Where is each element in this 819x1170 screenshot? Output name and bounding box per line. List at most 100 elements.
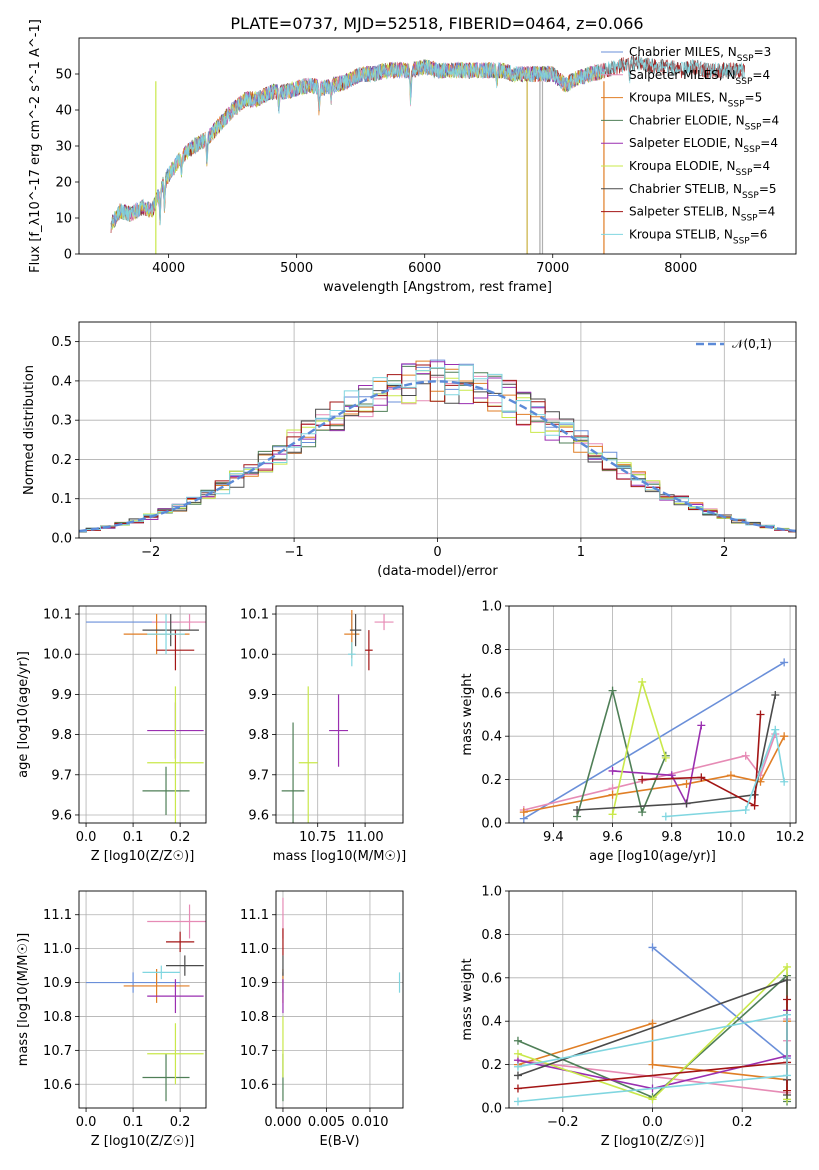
y-tick-label: 10.9 (240, 976, 269, 991)
legend-label: Kroupa ELODIE, NSSP=4 (629, 159, 770, 178)
panel-mass_vs_z: 0.0 0.1 0.2 10.6 10.7 10.8 10.9 11.0 11.1 Z [log1… (16, 890, 207, 1149)
y-tick-label: 0.6 (481, 971, 502, 986)
grid-lines (276, 606, 403, 823)
y-tick-label: 10 (55, 212, 72, 227)
errorbar-salpeter-stelib (365, 630, 373, 671)
weight-marker (771, 725, 780, 734)
weight-marker (780, 777, 789, 786)
y-axis-label: mass weight (460, 673, 475, 755)
y-tick-label: 10.1 (240, 608, 269, 623)
errorbar-salpeter-miles (151, 614, 206, 631)
y-tick-label: 0.6 (481, 686, 502, 701)
plot-area (519, 658, 789, 823)
x-tick-label: 0 (433, 545, 441, 560)
x-axis-label: wavelength [Angstrom, rest frame] (323, 280, 552, 295)
weight-marker (741, 751, 750, 760)
y-tick-label: 10.8 (240, 1010, 269, 1025)
y-tick-label: 10.8 (43, 1010, 72, 1025)
x-tick-label: 9.4 (543, 830, 564, 845)
x-tick-label: 5000 (280, 261, 313, 276)
y-tick-label: 9.9 (248, 688, 269, 703)
weight-marker (783, 995, 792, 1004)
weight-marker (513, 1084, 522, 1093)
y-tick-label: 9.9 (51, 688, 72, 703)
legend-label: Kroupa MILES, NSSP=5 (629, 91, 762, 110)
x-tick-label: 0.1 (123, 1115, 144, 1130)
legend-label: Chabrier MILES, NSSP=3 (629, 45, 771, 64)
weight-marker (513, 1097, 522, 1106)
x-axis-label: Z [log10(Z/Z☉)] (601, 1134, 705, 1149)
x-tick-label: 0.000 (264, 1115, 301, 1130)
axes-frame (78, 890, 207, 1109)
errorbar-chabrier-miles (86, 972, 181, 993)
y-tick-label: 10.0 (240, 648, 269, 663)
legend-label: 𝒩(0,1) (732, 337, 772, 351)
weight-marker (648, 1095, 657, 1104)
weight-series-kroupa-stelib (513, 1010, 792, 1106)
weight-marker (608, 766, 617, 775)
y-tick-label: 9.7 (51, 768, 72, 783)
x-tick-label: 0.0 (76, 1115, 97, 1130)
x-tick-label: 4000 (152, 261, 185, 276)
y-tick-label: 10.7 (240, 1044, 269, 1059)
weight-series-kroupa-miles (519, 732, 789, 817)
weight-marker (783, 1071, 792, 1080)
y-axis-label: mass weight (460, 958, 475, 1040)
panel-weight_vs_age: 9.4 9.6 9.8 10.0 10.2 0.0 0.2 0.4 0.6 0.8 1.0 age [… (460, 600, 805, 865)
weight-marker (608, 686, 617, 695)
weight-marker (608, 810, 617, 819)
y-tick-label: 11.1 (240, 908, 269, 923)
errorbar-chabrier-stelib (142, 614, 199, 647)
x-axis-label: (data-model)/error (377, 564, 498, 579)
axes-frame (275, 890, 404, 1109)
plot-area (281, 610, 394, 823)
y-tick-label: 0.2 (481, 1058, 502, 1073)
errorbar-kroupa-stelib (348, 642, 356, 667)
y-axis-label: Normed distribution (22, 365, 37, 495)
y-tick-label: 0.4 (481, 1015, 502, 1030)
weight-marker (648, 943, 657, 952)
weight-marker (513, 1071, 522, 1080)
y-tick-label: 10.1 (43, 608, 72, 623)
spectrum-line-chabrier-miles (111, 60, 605, 226)
y-tick-label: 0.0 (481, 1102, 502, 1117)
x-tick-label: −0.2 (547, 1115, 579, 1130)
weight-marker (661, 753, 670, 762)
weight-marker (519, 808, 528, 817)
weight-marker (638, 775, 647, 784)
errorbar-chabrier-stelib (166, 955, 204, 976)
legend: 𝒩(0,1) (696, 337, 772, 351)
weight-marker (661, 812, 670, 821)
weight-marker (513, 1036, 522, 1045)
weight-marker (783, 962, 792, 971)
x-tick-label: 0.2 (170, 1115, 191, 1130)
x-axis-label: mass [log10(M/M☉)] (273, 849, 406, 864)
panel-spectrum: 4000 5000 6000 7000 8000 0 10 20 30 40 50 wavelengt… (28, 19, 797, 295)
grid-lines (79, 606, 206, 823)
weight-line (665, 726, 785, 818)
y-tick-label: 1.0 (481, 600, 502, 615)
axes-frame (78, 321, 797, 539)
plot-area (79, 359, 796, 533)
axes-frame (78, 605, 207, 824)
errorbar-kroupa-elodie (298, 686, 318, 823)
weight-marker (648, 1019, 657, 1028)
y-tick-label: 10.6 (240, 1078, 269, 1093)
x-tick-label: 0.010 (351, 1115, 388, 1130)
y-tick-label: 0.0 (481, 817, 502, 832)
x-tick-label: 10.0 (716, 830, 745, 845)
legend: Chabrier MILES, NSSP=3 Salpeter MILES, NS… (601, 45, 779, 246)
plot-area (110, 55, 745, 254)
errorbar-salpeter-miles (374, 614, 394, 631)
y-tick-label: 0.8 (481, 643, 502, 658)
plot-area (513, 943, 792, 1106)
errorbar-kroupa-elodie (147, 686, 204, 823)
weight-line (517, 1013, 788, 1103)
x-axis-label: Z [log10(Z/Z☉)] (91, 849, 195, 864)
x-axis-label: age [log10(age/yr)] (589, 849, 716, 864)
y-tick-label: 11.0 (43, 942, 72, 957)
weight-marker (726, 771, 735, 780)
x-tick-label: 0.0 (642, 1115, 663, 1130)
y-tick-label: 40 (55, 104, 72, 119)
